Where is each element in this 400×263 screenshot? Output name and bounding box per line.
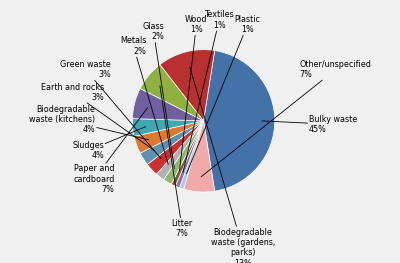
Wedge shape (180, 121, 204, 189)
Wedge shape (175, 121, 204, 188)
Wedge shape (184, 121, 215, 192)
Text: Bulky waste
45%: Bulky waste 45% (262, 115, 357, 134)
Wedge shape (171, 121, 204, 186)
Wedge shape (160, 50, 215, 121)
Text: Textiles
1%: Textiles 1% (183, 10, 234, 173)
Text: Wood
1%: Wood 1% (180, 15, 208, 171)
Wedge shape (134, 121, 204, 153)
Text: Sludges
4%: Sludges 4% (72, 127, 146, 160)
Wedge shape (164, 121, 204, 184)
Text: Earth and rocks
3%: Earth and rocks 3% (41, 83, 154, 150)
Text: Paper and
cardboard
7%: Paper and cardboard 7% (73, 108, 148, 194)
Wedge shape (147, 121, 204, 174)
Wedge shape (140, 121, 204, 164)
Text: Litter
7%: Litter 7% (160, 86, 193, 239)
Text: Biodegradable
waste (kitchens)
4%: Biodegradable waste (kitchens) 4% (29, 104, 149, 140)
Wedge shape (156, 121, 204, 180)
Text: Other/unspecified
7%: Other/unspecified 7% (201, 60, 372, 177)
Wedge shape (204, 50, 275, 191)
Text: Metals
2%: Metals 2% (120, 36, 168, 164)
Text: Green waste
3%: Green waste 3% (60, 60, 161, 159)
Text: Biodegradable
waste (gardens,
parks)
13%: Biodegradable waste (gardens, parks) 13% (190, 67, 275, 263)
Wedge shape (132, 119, 204, 136)
Text: Glass
2%: Glass 2% (143, 22, 174, 169)
Wedge shape (132, 89, 204, 121)
Wedge shape (140, 65, 204, 121)
Text: Plastic
1%: Plastic 1% (186, 15, 261, 174)
